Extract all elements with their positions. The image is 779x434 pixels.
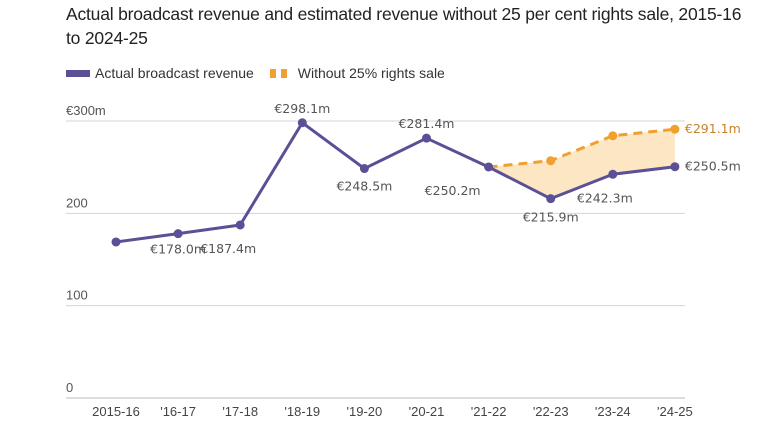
x-tick-label: 2015-16: [92, 404, 140, 419]
data-label-without: €291.1m: [685, 121, 741, 136]
y-tick-label: 200: [66, 195, 88, 210]
data-point-without: [670, 124, 680, 134]
data-label-actual: €187.4m: [200, 241, 256, 256]
x-tick-label: '21-22: [471, 404, 507, 419]
series-line-actual: [115, 121, 676, 244]
data-label-actual: €250.5m: [685, 159, 741, 174]
legend-label-actual: Actual broadcast revenue: [95, 65, 254, 81]
y-tick-label: 100: [66, 288, 88, 303]
x-tick-label: '23-24: [595, 404, 631, 419]
data-point-without: [608, 131, 618, 141]
legend-item-without: Without 25% rights sale: [269, 65, 445, 81]
data-point-actual: [608, 169, 618, 179]
legend-item-actual: Actual broadcast revenue: [66, 65, 254, 81]
data-point-actual: [484, 162, 494, 172]
x-tick-label: '24-25: [657, 404, 693, 419]
data-label-actual: €281.4m: [399, 116, 455, 131]
data-point-actual: [546, 194, 556, 204]
data-label-actual: €298.1m: [274, 101, 330, 116]
data-point-actual: [297, 118, 307, 128]
legend: Actual broadcast revenue Without 25% rig…: [66, 65, 461, 81]
data-label-actual: €215.9m: [523, 210, 579, 225]
data-point-actual: [670, 162, 680, 172]
x-tick-label: '22-23: [533, 404, 569, 419]
x-tick-label: '19-20: [347, 404, 383, 419]
x-tick-label: '20-21: [409, 404, 445, 419]
data-point-actual: [422, 133, 431, 143]
legend-swatch-actual: [66, 69, 90, 77]
y-tick-label: 0: [66, 380, 73, 395]
shaded-area: [488, 129, 675, 199]
data-point-without: [546, 156, 556, 166]
data-point-actual: [111, 237, 121, 247]
x-tick-label: '18-19: [284, 404, 320, 419]
chart-title: Actual broadcast revenue and estimated r…: [66, 4, 742, 48]
data-point-actual: [359, 164, 369, 174]
data-label-actual: €242.3m: [577, 190, 633, 205]
legend-label-without: Without 25% rights sale: [297, 65, 445, 81]
legend-swatch-without: [269, 68, 292, 78]
data-label-actual: €250.2m: [425, 183, 481, 198]
series-line-without: [488, 127, 676, 169]
data-point-actual: [173, 229, 183, 239]
y-tick-label: €300m: [66, 103, 106, 118]
data-label-actual: €248.5m: [336, 179, 392, 194]
x-tick-label: '16-17: [160, 404, 196, 419]
x-tick-label: '17-18: [222, 404, 258, 419]
data-label-actual: €178.0m: [150, 242, 206, 257]
data-point-actual: [235, 220, 245, 230]
